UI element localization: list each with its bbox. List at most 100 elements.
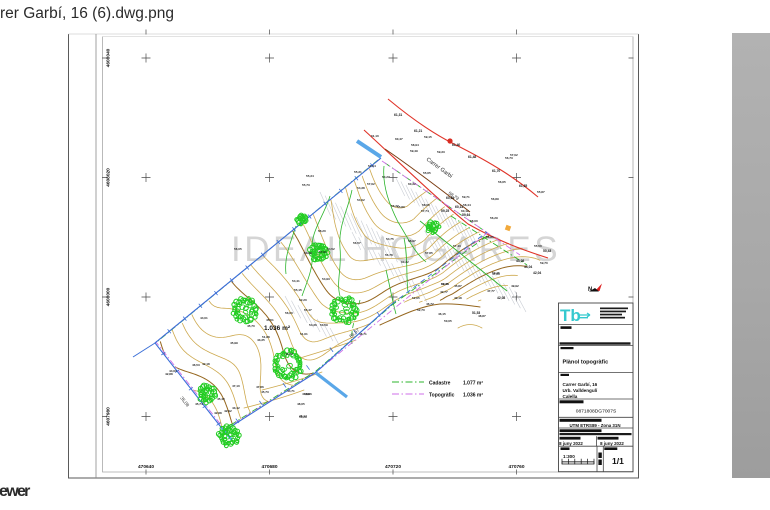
svg-text:59,33: 59,33 <box>437 150 445 154</box>
svg-text:45,99: 45,99 <box>230 341 238 345</box>
svg-text:52,70: 52,70 <box>417 308 425 312</box>
svg-text:59,64: 59,64 <box>462 213 470 217</box>
svg-text:50,43: 50,43 <box>543 249 551 253</box>
svg-text:60,32: 60,32 <box>401 260 409 264</box>
svg-text:51,53: 51,53 <box>472 311 480 315</box>
svg-text:57,02: 57,02 <box>510 153 518 157</box>
svg-text:56,57: 56,57 <box>353 241 361 245</box>
svg-text:55,34: 55,34 <box>306 174 314 178</box>
svg-text:57,85: 57,85 <box>425 251 433 255</box>
svg-text:45,87: 45,87 <box>454 284 462 288</box>
svg-text:59,49: 59,49 <box>410 149 418 153</box>
svg-text:46,72: 46,72 <box>426 302 434 306</box>
svg-text:42,18: 42,18 <box>202 362 210 366</box>
svg-text:Tb: Tb <box>560 306 581 325</box>
svg-text:42,04: 42,04 <box>533 271 541 275</box>
svg-text:56,89: 56,89 <box>491 197 499 201</box>
svg-text:51,61: 51,61 <box>300 332 308 336</box>
svg-text:58,65: 58,65 <box>422 203 430 207</box>
svg-text:49,36: 49,36 <box>441 282 449 286</box>
svg-text:54,38: 54,38 <box>357 186 365 190</box>
svg-text:58,00: 58,00 <box>470 219 478 223</box>
svg-text:60,32: 60,32 <box>408 182 416 186</box>
svg-text:56,05: 56,05 <box>234 247 242 251</box>
svg-text:50,29: 50,29 <box>299 415 307 419</box>
svg-text:8 juny 2022: 8 juny 2022 <box>600 441 624 446</box>
svg-text:58,44: 58,44 <box>463 203 471 207</box>
svg-text:4608000: 4608000 <box>106 287 112 306</box>
svg-text:56,85: 56,85 <box>486 235 494 239</box>
svg-text:58,97: 58,97 <box>408 239 416 243</box>
svg-text:61,10: 61,10 <box>371 134 379 138</box>
svg-text:42,88: 42,88 <box>165 372 173 376</box>
svg-text:56,37: 56,37 <box>391 204 399 208</box>
svg-text:Topogràfic: Topogràfic <box>429 393 455 399</box>
svg-text:50,05: 50,05 <box>444 319 452 323</box>
svg-text:0871808DG7007S: 0871808DG7007S <box>576 409 617 415</box>
svg-text:4608040: 4608040 <box>106 48 112 67</box>
svg-text:46,86: 46,86 <box>304 392 312 396</box>
svg-text:42,08: 42,08 <box>497 296 505 300</box>
svg-text:56,00: 56,00 <box>285 311 293 315</box>
svg-text:50,35: 50,35 <box>441 282 449 286</box>
svg-text:55,73: 55,73 <box>302 183 310 187</box>
svg-text:55,50: 55,50 <box>534 244 542 248</box>
svg-text:1.036 m²: 1.036 m² <box>264 325 291 332</box>
svg-text:8 juny 2022: 8 juny 2022 <box>559 441 583 446</box>
svg-text:54,27: 54,27 <box>382 175 390 179</box>
svg-text:60,14: 60,14 <box>455 205 463 209</box>
svg-text:55,87: 55,87 <box>537 190 545 194</box>
svg-text:43,08: 43,08 <box>516 259 524 263</box>
svg-text:N: N <box>588 287 592 293</box>
svg-text:61,21: 61,21 <box>414 129 422 133</box>
svg-text:50,45: 50,45 <box>492 271 500 275</box>
svg-text:54,02: 54,02 <box>357 198 365 202</box>
svg-text:59,25: 59,25 <box>441 209 449 213</box>
svg-text:470640: 470640 <box>138 464 154 470</box>
svg-text:55,47: 55,47 <box>304 308 312 312</box>
svg-text:45,74: 45,74 <box>195 402 203 406</box>
svg-text:35,08: 35,08 <box>179 396 190 408</box>
svg-text:52,65: 52,65 <box>412 296 420 300</box>
svg-text:49,18: 49,18 <box>454 296 462 300</box>
svg-text:54,52: 54,52 <box>327 247 335 251</box>
svg-text:4608020: 4608020 <box>106 168 112 187</box>
svg-text:UTM ETRS89 - Zona 31N: UTM ETRS89 - Zona 31N <box>570 423 621 428</box>
svg-text:1.036 m²: 1.036 m² <box>463 393 483 399</box>
svg-text:57,43: 57,43 <box>453 244 461 248</box>
svg-text:42,88: 42,88 <box>214 411 222 415</box>
svg-text:61,70: 61,70 <box>492 169 500 173</box>
svg-text:48,87: 48,87 <box>478 314 486 318</box>
svg-text:53,59: 53,59 <box>320 323 328 327</box>
svg-text:Urb. Valldengulí: Urb. Valldengulí <box>563 388 598 393</box>
svg-text:47,77: 47,77 <box>487 289 495 293</box>
svg-text:61,40: 61,40 <box>452 143 460 147</box>
svg-text:Carrer Garbí: Carrer Garbí <box>425 157 454 180</box>
svg-text:47,60: 47,60 <box>492 272 500 276</box>
svg-text:51,88: 51,88 <box>262 335 270 339</box>
svg-text:Carrer Garbí, 16: Carrer Garbí, 16 <box>563 382 598 387</box>
svg-text:49,77: 49,77 <box>440 290 448 294</box>
svg-text:470720: 470720 <box>385 464 401 470</box>
svg-text:42,92: 42,92 <box>224 409 232 413</box>
svg-text:48,71: 48,71 <box>359 332 367 336</box>
svg-text:46,14: 46,14 <box>299 414 307 418</box>
svg-text:4607980: 4607980 <box>106 407 112 426</box>
svg-text:48,65: 48,65 <box>297 402 305 406</box>
svg-text:59,70: 59,70 <box>540 261 548 265</box>
svg-text:47,10: 47,10 <box>232 384 240 388</box>
svg-text:55,65: 55,65 <box>423 171 431 175</box>
svg-text:58,20: 58,20 <box>318 229 326 233</box>
svg-text:60,47: 60,47 <box>395 137 403 141</box>
svg-text:1/1: 1/1 <box>612 456 624 466</box>
svg-text:54,69: 54,69 <box>304 251 312 255</box>
svg-text:49,92: 49,92 <box>511 284 519 288</box>
svg-text:45,51: 45,51 <box>266 318 274 322</box>
svg-text:57,62: 57,62 <box>367 182 375 186</box>
svg-text:45,40: 45,40 <box>217 397 225 401</box>
svg-text:55,15: 55,15 <box>294 288 302 292</box>
svg-text:Cadastre: Cadastre <box>429 381 451 387</box>
svg-text:61,31: 61,31 <box>394 113 402 117</box>
svg-text:46,53: 46,53 <box>192 363 200 367</box>
svg-text:44,63: 44,63 <box>169 369 177 373</box>
